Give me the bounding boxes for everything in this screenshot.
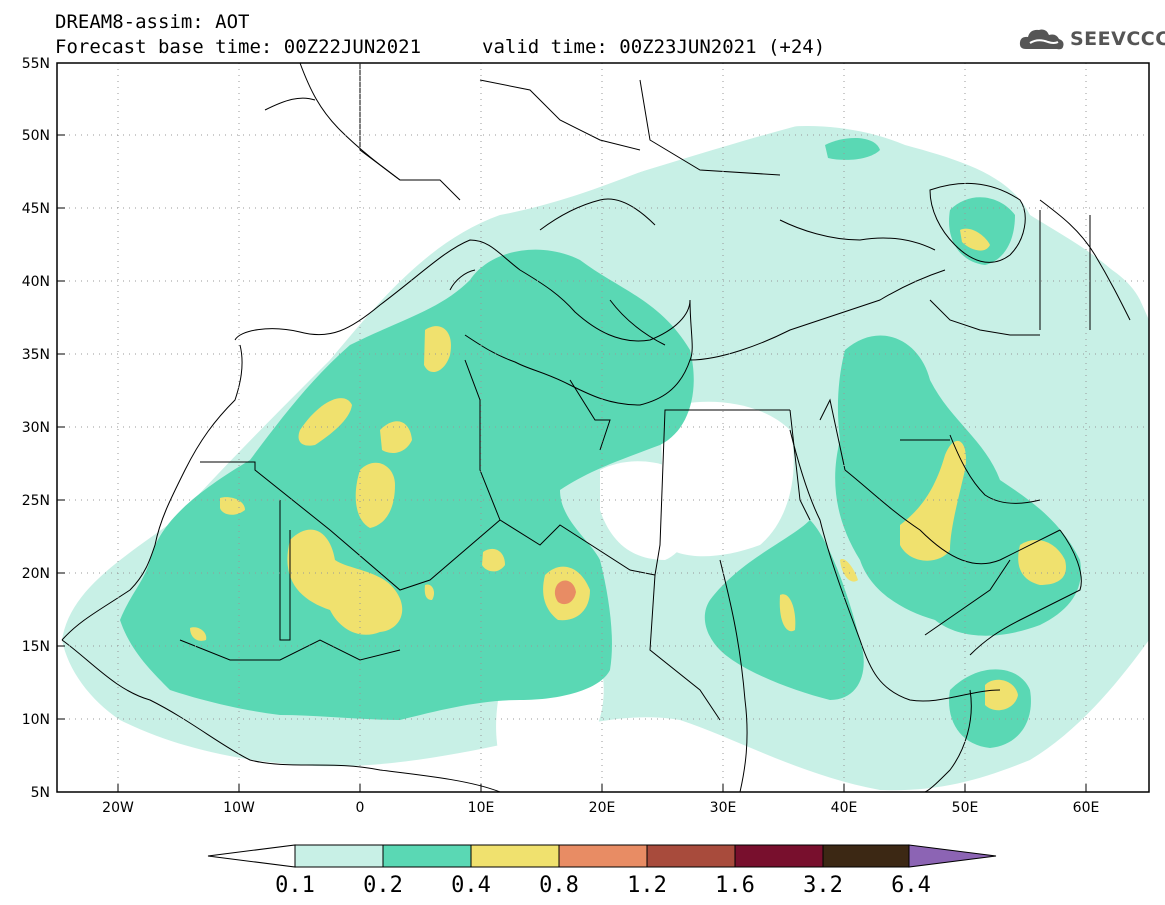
valid-time: valid time: 00Z23JUN2021 (+24) [482, 36, 826, 58]
aot-contour-0.2-ukraine [825, 138, 880, 160]
colorbar-labels: 0.1 0.2 0.4 0.8 1.2 1.6 3.2 6.4 [275, 873, 931, 898]
lat-tick-label: 55N [22, 56, 50, 72]
forecast-base-time: Forecast base time: 00Z22JUN2021 [55, 36, 422, 58]
colorbar [207, 844, 997, 868]
aot-gap-egypt [660, 401, 794, 557]
lat-tick-label: 10N [22, 712, 50, 728]
lat-tick-label: 50N [22, 128, 50, 144]
lat-tick-labels: 55N 50N 45N 40N 35N 30N 25N 20N 15N 10N … [22, 56, 50, 801]
country-borders [179, 63, 1091, 721]
colorbar-swatch [470, 844, 560, 868]
colorbar-swatch [822, 844, 910, 868]
lat-tick-label: 15N [22, 639, 50, 655]
colorbar-swatch [734, 844, 824, 868]
lon-tick-label: 30E [710, 800, 737, 816]
lat-tick-label: 30N [22, 420, 50, 436]
frame-ticks [57, 134, 1087, 792]
colorbar-swatch [646, 844, 736, 868]
lat-tick-label: 40N [22, 274, 50, 290]
colorbar-high-arrow [908, 844, 997, 868]
lon-tick-label: 60E [1073, 800, 1100, 816]
colorbar-swatch [382, 844, 472, 868]
lat-tick-label: 45N [22, 201, 50, 217]
colorbar-label: 6.4 [891, 873, 931, 898]
colorbar-label: 0.2 [363, 873, 403, 898]
lon-tick-label: 50E [952, 800, 979, 816]
lat-tick-label: 25N [22, 493, 50, 509]
lon-tick-label: 20E [589, 800, 616, 816]
aot-gap-north [57, 63, 1149, 253]
colorbar-label: 1.2 [627, 873, 667, 898]
aot-contour-0.2-caspian [949, 197, 1015, 265]
colorbar-label: 0.4 [451, 873, 491, 898]
lon-tick-label: 10E [468, 800, 495, 816]
lon-tick-label: 10W [223, 800, 255, 816]
colorbar-label: 3.2 [803, 873, 843, 898]
cloud-icon [1019, 29, 1064, 50]
map-title: DREAM8-assim: AOT [55, 11, 250, 33]
lat-tick-label: 20N [22, 566, 50, 582]
colorbar-swatch [294, 844, 384, 868]
logo-text: SEEVCCC [1070, 28, 1165, 50]
colorbar-low-arrow [207, 844, 296, 868]
colorbar-swatch [558, 844, 648, 868]
colorbar-label: 1.6 [715, 873, 755, 898]
aot-contour-0.4 [190, 228, 1066, 711]
lon-tick-label: 20W [102, 800, 134, 816]
lon-tick-label: 0 [356, 800, 365, 816]
colorbar-label: 0.1 [275, 873, 315, 898]
lon-tick-label: 40E [831, 800, 858, 816]
gridlines [57, 63, 1149, 792]
aot-gap-libya [600, 461, 694, 560]
lat-tick-label: 35N [22, 347, 50, 363]
aot-contour-0.8 [554, 580, 576, 605]
lat-tick-label: 5N [31, 785, 50, 801]
coastlines [61, 63, 1131, 792]
aot-field [57, 63, 1149, 792]
lon-tick-labels: 20W 10W 0 10E 20E 30E 40E 50E 60E [102, 800, 1099, 816]
colorbar-label: 0.8 [539, 873, 579, 898]
seevccc-logo: SEEVCCC [1018, 24, 1165, 54]
